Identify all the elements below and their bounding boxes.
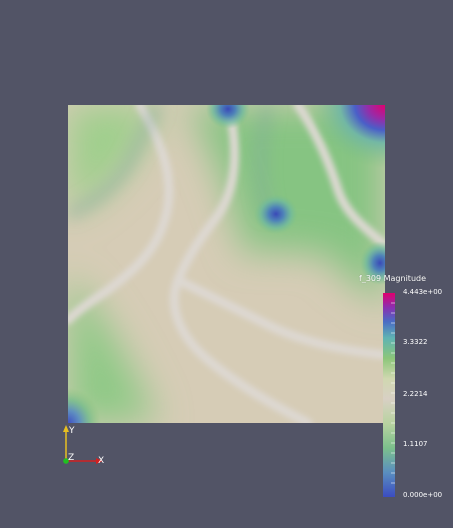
y-axis-label: Y: [68, 426, 75, 436]
colorbar[interactable]: [383, 293, 395, 497]
colorbar-title: f_309 Magnitude: [359, 274, 427, 283]
colorbar-label-2: 2.2214: [403, 390, 428, 398]
y-axis-arrow: [63, 425, 69, 461]
x-axis-label: X: [98, 456, 104, 466]
x-axis-arrow: [66, 458, 103, 464]
colorbar-label-min: 0.000e+00: [403, 491, 443, 499]
colorbar-label-1: 1.1107: [403, 440, 428, 448]
colorbar-label-max: 4.443e+00: [403, 288, 443, 296]
scalar-field-plane[interactable]: [68, 105, 385, 423]
z-axis-label: Z: [68, 453, 74, 463]
colorbar-label-3: 3.3322: [403, 338, 428, 346]
z-axis-dot: [63, 458, 69, 464]
field-gradient-render: [68, 105, 385, 423]
orientation-axes-widget[interactable]: Y Z X: [58, 422, 108, 470]
